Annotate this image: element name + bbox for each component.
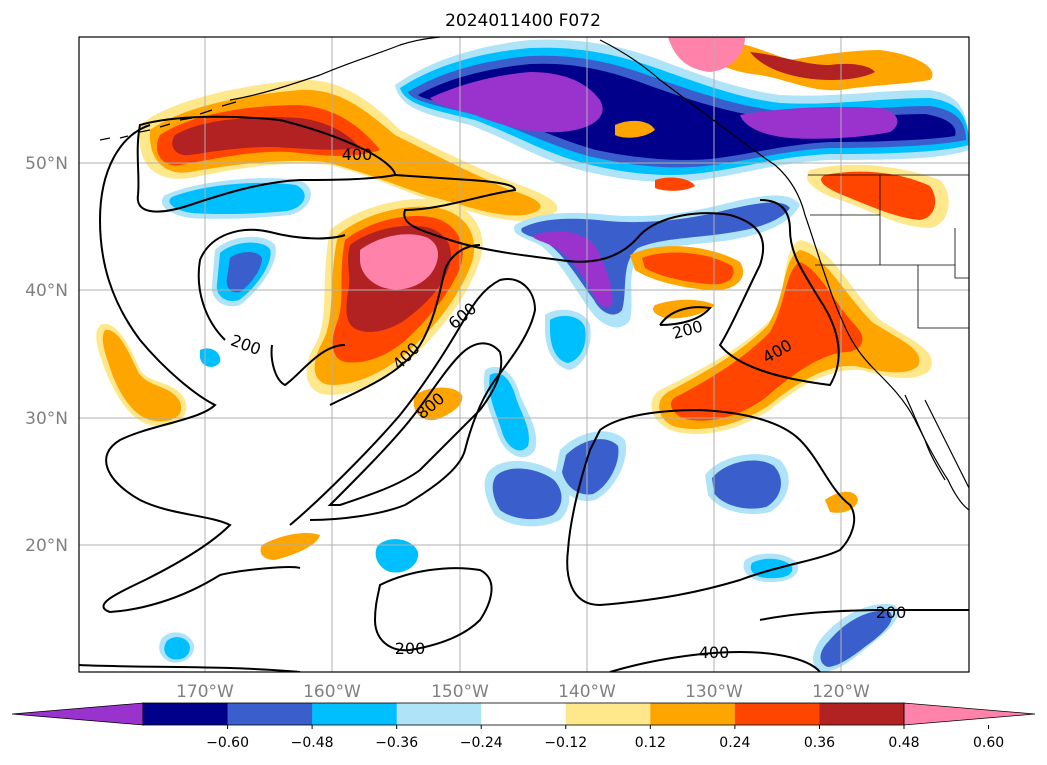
political-borders (808, 174, 969, 329)
contour-label: 400 (342, 145, 373, 164)
baja-coast (904, 394, 946, 481)
colorbar-tick-label: −0.48 (291, 735, 334, 751)
cold-anomaly-southwest-sky (164, 637, 190, 660)
colorbar-tick-label: 0.24 (719, 735, 750, 751)
colorbar-tick-label: 0.60 (973, 735, 1004, 751)
graticule (79, 37, 969, 672)
cold-anomaly-mid-1-sky (550, 315, 586, 363)
colorbar-frame (142, 702, 905, 726)
colorbar-segment (312, 703, 398, 725)
colorbar-tick-label: 0.36 (804, 735, 835, 751)
colorbar-tick-label: −0.36 (375, 735, 418, 751)
colorbar-segment (819, 703, 905, 725)
longitude-labels: 170°W 160°W 150°W 140°W 130°W 120°W (176, 682, 870, 702)
contour-200-bottom (79, 664, 301, 672)
contour-400-southeast (609, 650, 821, 672)
anomaly-fill-layer (96, 37, 969, 672)
colorbar-tick-label: 0.48 (888, 735, 919, 751)
contour-400-upper (136, 115, 840, 387)
warm-anomaly-northeast-red (821, 171, 936, 220)
aleutian-islands (99, 101, 237, 141)
lon-label-130w: 130°W (685, 682, 743, 702)
coastlines (99, 37, 969, 511)
contour-200-southeast (759, 608, 969, 621)
cold-anomaly-west-2-royal (226, 252, 262, 293)
contour-label: 200 (876, 603, 907, 622)
contour-label: 400 (699, 643, 730, 662)
colorbar-segment (734, 703, 820, 725)
gulf-of-california (924, 399, 969, 489)
contour-200-mid (197, 228, 346, 387)
colorbar-tick-label: 0.12 (635, 735, 666, 751)
latitude-labels: 50°N 40°N 30°N 20°N (25, 154, 68, 556)
lon-label-140w: 140°W (558, 682, 616, 702)
cold-anomaly-band-royal (521, 202, 790, 315)
state-border-nv (879, 175, 969, 329)
colorbar-segment (143, 703, 229, 725)
warm-anomaly-patch-2 (260, 533, 320, 560)
contour-600 (289, 278, 537, 526)
colorbar-tick-label: −0.12 (544, 735, 587, 751)
cold-anomaly-gulf-purple (430, 72, 603, 133)
cold-anomaly-band-purple (533, 231, 613, 308)
lon-label-150w: 150°W (431, 682, 489, 702)
warm-anomaly-east-red (670, 262, 863, 421)
height-contours (79, 115, 969, 672)
warm-anomaly-aleutian-max (172, 117, 360, 156)
state-border-id (954, 228, 969, 279)
alaska-coast (229, 37, 441, 101)
warm-anomaly-central-peak (360, 234, 438, 290)
lat-label-40n: 40°N (25, 281, 68, 301)
contour-200-south (373, 567, 493, 652)
contour-800 (327, 342, 503, 506)
contour-400-south (329, 244, 481, 406)
map-title: 2024011400 F072 (445, 11, 601, 31)
lon-label-120w: 120°W (812, 682, 870, 702)
contour-label-layer: 400 200 400 600 800 200 400 200 400 200 (228, 145, 906, 662)
lon-label-160w: 160°W (303, 682, 361, 702)
lat-label-50n: 50°N (25, 154, 68, 174)
cold-anomaly-mid-2-sky (489, 373, 529, 451)
warm-anomaly-patch-1 (413, 387, 463, 421)
colorbar-segment (650, 703, 736, 725)
warm-anomaly-patch-5 (655, 177, 695, 191)
colorbar-extend-max (903, 702, 1036, 726)
colorbar: −0.60 −0.48 −0.36 −0.24 −0.12 0.12 0.24 0.36 0.4… (11, 702, 1036, 751)
colorbar-extend-min (11, 702, 144, 726)
warm-anomaly-patch-6-red (642, 252, 734, 285)
warm-anomaly-canada-pink (668, 37, 745, 72)
map-panel: 400 200 400 600 800 200 400 200 400 200 … (25, 36, 970, 702)
contour-200-gulf (659, 306, 712, 326)
cold-anomaly-south-1-royal (492, 468, 562, 520)
warm-anomaly-canada-core (750, 52, 875, 80)
colorbar-tick-label: −0.24 (460, 735, 503, 751)
contour-label: 200 (395, 639, 426, 658)
cold-anomaly-gulf-purple-2 (740, 106, 898, 139)
colorbar-segment (565, 703, 651, 725)
colorbar-tick-label: −0.60 (206, 735, 249, 751)
colorbar-segment (396, 703, 482, 725)
colorbar-segment (227, 703, 313, 725)
cold-anomaly-south-2-royal (562, 439, 619, 495)
cold-anomaly-west-1-sky (169, 182, 305, 215)
cold-anomaly-small-1 (375, 539, 419, 573)
colorbar-segment (481, 703, 567, 725)
cold-anomaly-southeast-royal (820, 610, 892, 667)
warm-anomaly-patch-4 (615, 120, 655, 138)
map-frame (78, 36, 970, 673)
cold-anomaly-east-1-royal (712, 460, 781, 509)
lat-label-20n: 20°N (25, 536, 68, 556)
warm-anomaly-west-core (102, 329, 182, 422)
contour-200-west (98, 124, 301, 614)
contour-200-east (566, 408, 856, 607)
lat-label-30n: 30°N (25, 409, 68, 429)
lon-label-170w: 170°W (176, 682, 234, 702)
